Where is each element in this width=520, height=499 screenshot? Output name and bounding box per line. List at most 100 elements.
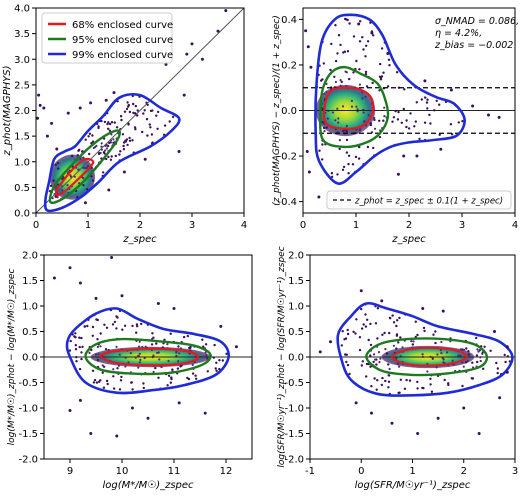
scatter-point (188, 347, 192, 350)
scatter-point (131, 388, 134, 391)
scatter-point (73, 175, 76, 178)
scatter-point (373, 127, 377, 130)
scatter-point (364, 70, 368, 74)
scatter-point (139, 358, 142, 361)
scatter-point (425, 101, 429, 104)
scatter-point (345, 130, 348, 133)
y-axis-label: z_phot(MAGPHYS) (2, 66, 13, 157)
scatter-point (149, 126, 152, 129)
scatter-point (336, 131, 339, 134)
scatter-point (435, 366, 438, 369)
scatter-point (355, 59, 358, 63)
scatter-point (182, 335, 186, 339)
scatter-point (383, 115, 386, 118)
scatter-point (434, 330, 437, 333)
scatter-point (177, 360, 180, 363)
scatter-point (440, 352, 443, 355)
scatter-point (110, 121, 114, 124)
scatter-point (93, 378, 97, 382)
scatter-point (413, 125, 416, 128)
scatter-point (376, 337, 379, 340)
scatter-point (144, 345, 147, 348)
scatter-point (117, 364, 121, 367)
scatter-point (388, 331, 391, 335)
scatter-point (169, 381, 172, 384)
scatter-point (120, 375, 123, 379)
scatter-point (446, 351, 449, 354)
scatter-point (447, 382, 450, 385)
scatter-point (78, 367, 82, 371)
scatter-point (92, 381, 96, 384)
y-tick-label: 1.0 (22, 302, 38, 313)
scatter-point (346, 363, 350, 367)
scatter-point (489, 349, 492, 352)
y-tick-label: 0.5 (288, 327, 304, 338)
legend-label: 99% enclosed curve (72, 50, 173, 61)
outlier-point (329, 340, 332, 344)
scatter-point (108, 122, 112, 126)
stats-annotation-line: z_bias = −0.002 (434, 40, 513, 51)
scatter-point (443, 378, 446, 382)
scatter-point (118, 388, 122, 391)
y-tick-label: 2.0 (288, 251, 304, 262)
scatter-point (345, 151, 349, 154)
scatter-point (339, 43, 342, 47)
scatter-point (49, 184, 53, 188)
legend-box (41, 12, 173, 64)
x-tick-label: 11 (168, 466, 181, 477)
stats-annotation-line: η = 4.2%, (435, 28, 482, 39)
scatter-point (403, 387, 407, 390)
scatter-point (157, 376, 160, 379)
scatter-point (377, 351, 381, 354)
scatter-point (325, 90, 328, 93)
scatter-point (358, 83, 361, 86)
scatter-point (108, 129, 112, 132)
contour-99pct (65, 307, 231, 395)
x-axis-label: log(M*/M☉)_zspec (102, 480, 194, 491)
y-tick-label: 2.0 (22, 251, 38, 262)
scatter-point (127, 105, 130, 108)
x-tick-label: 9 (67, 466, 73, 477)
scatter-point (395, 347, 398, 350)
scatter-point (101, 371, 104, 374)
scatter-point (326, 117, 329, 120)
scatter-point (206, 357, 209, 360)
scatter-point (329, 68, 332, 72)
scatter-point (167, 359, 170, 363)
scatter-point (118, 153, 121, 156)
scatter-point (387, 58, 391, 61)
scatter-point (137, 354, 140, 357)
scatter-point (339, 79, 342, 82)
scatter-point (137, 366, 140, 369)
y-tick-label: 3.5 (14, 29, 30, 40)
outlier-point (122, 170, 126, 174)
scatter-point (132, 102, 135, 106)
scatter-point (204, 351, 207, 354)
y-tick-label: -1.0 (284, 404, 304, 415)
scatter-point (122, 141, 126, 144)
scatter-point (405, 119, 408, 122)
scatter-point (99, 345, 102, 348)
scatter-point (112, 138, 115, 141)
scatter-point (372, 360, 375, 364)
scatter-point (495, 361, 498, 365)
scatter-point (362, 48, 365, 51)
outlier-point (104, 98, 108, 102)
scatter-point (439, 349, 442, 352)
outlier-point (234, 345, 238, 349)
scatter-point (85, 166, 88, 169)
scatter-point (331, 111, 334, 114)
scatter-point (346, 328, 349, 332)
scatter-point (441, 357, 444, 360)
outlier-point (439, 147, 443, 151)
contour-95pct (319, 65, 390, 149)
y-tick-label: 1.0 (288, 302, 304, 313)
scatter-point (221, 359, 224, 362)
scatter-point (323, 92, 326, 95)
scatter-point (90, 175, 93, 178)
scatter-point (337, 34, 341, 37)
outlier-point (185, 52, 189, 56)
scatter-point (336, 107, 339, 110)
scatter-point (225, 352, 228, 355)
scatter-point (431, 357, 434, 360)
